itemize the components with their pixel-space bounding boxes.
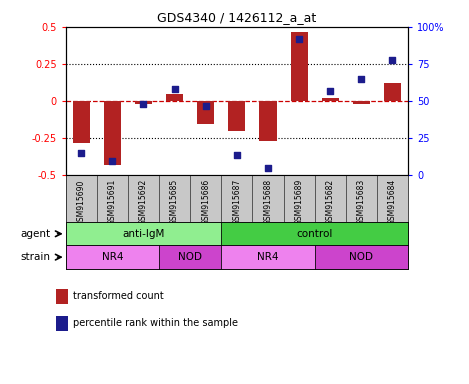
Bar — [197, 101, 214, 124]
Text: GSM915686: GSM915686 — [201, 179, 210, 225]
Text: GSM915685: GSM915685 — [170, 179, 179, 225]
Bar — [259, 101, 277, 141]
Text: NR4: NR4 — [102, 252, 123, 262]
Point — [233, 152, 241, 158]
Bar — [228, 101, 245, 131]
Text: anti-IgM: anti-IgM — [122, 229, 165, 239]
Text: transformed count: transformed count — [73, 291, 163, 301]
Text: control: control — [296, 229, 333, 239]
Point — [264, 165, 272, 171]
Text: GSM915684: GSM915684 — [388, 179, 397, 225]
Bar — [66, 245, 159, 269]
Point — [77, 150, 85, 156]
Bar — [221, 245, 315, 269]
Text: GSM915688: GSM915688 — [264, 179, 272, 225]
Point — [389, 56, 396, 63]
Bar — [104, 101, 121, 165]
Bar — [73, 101, 90, 144]
Title: GDS4340 / 1426112_a_at: GDS4340 / 1426112_a_at — [157, 11, 317, 24]
Bar — [290, 32, 308, 101]
Bar — [315, 245, 408, 269]
Point — [357, 76, 365, 82]
Text: GSM915687: GSM915687 — [232, 179, 242, 225]
Text: strain: strain — [20, 252, 50, 262]
Text: NOD: NOD — [349, 252, 373, 262]
Text: GSM915691: GSM915691 — [108, 179, 117, 225]
Bar — [353, 101, 370, 104]
Text: percentile rank within the sample: percentile rank within the sample — [73, 318, 238, 328]
Point — [202, 103, 210, 109]
Text: GSM915689: GSM915689 — [295, 179, 303, 225]
Bar — [166, 94, 183, 101]
Bar — [66, 222, 221, 245]
Point — [171, 86, 178, 92]
Point — [109, 157, 116, 164]
Point — [295, 36, 303, 42]
Bar — [221, 222, 408, 245]
Bar — [159, 245, 221, 269]
Text: GSM915682: GSM915682 — [325, 179, 335, 225]
Text: NR4: NR4 — [257, 252, 279, 262]
Point — [140, 101, 147, 107]
Text: agent: agent — [20, 229, 50, 239]
Bar — [322, 98, 339, 101]
Text: GSM915690: GSM915690 — [77, 179, 86, 225]
Text: NOD: NOD — [178, 252, 202, 262]
Point — [326, 88, 334, 94]
Bar — [384, 83, 401, 101]
Bar — [135, 101, 152, 104]
Text: GSM915683: GSM915683 — [357, 179, 366, 225]
Text: GSM915692: GSM915692 — [139, 179, 148, 225]
